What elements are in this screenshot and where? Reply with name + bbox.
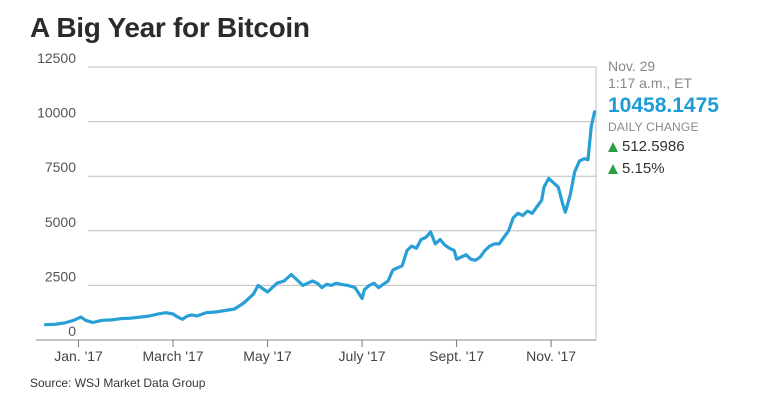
- x-tick-label: March '17: [143, 348, 204, 364]
- y-tick-label: 0: [68, 323, 76, 339]
- series-line-bitcoin: [46, 112, 595, 325]
- x-tick-label: May '17: [243, 348, 292, 364]
- quote-date: Nov. 29: [608, 58, 719, 75]
- up-arrow-icon: [608, 164, 618, 174]
- series-layer: [46, 112, 595, 325]
- x-axis-ticks: Jan. '17 March '17 May '17 July '17 Sept. '1…: [54, 340, 576, 364]
- x-tick-label: Jan. '17: [54, 348, 103, 364]
- y-tick-label: 5000: [45, 214, 76, 230]
- daily-change-percent-value: 5.15%: [622, 160, 665, 178]
- y-axis-ticks: 0 2500 5000 7500 10000 12500: [37, 50, 76, 339]
- x-tick-label: Sept. '17: [429, 348, 484, 364]
- y-tick-label: 12500: [37, 50, 76, 66]
- daily-change-absolute-value: 512.5986: [622, 138, 685, 156]
- up-arrow-icon: [608, 142, 618, 152]
- y-tick-label: 7500: [45, 159, 76, 175]
- price-info-panel: Nov. 29 1:17 a.m., ET 10458.1475 DAILY C…: [608, 58, 719, 178]
- gridlines: [36, 67, 596, 340]
- x-tick-label: July '17: [339, 348, 386, 364]
- y-tick-label: 10000: [37, 105, 76, 121]
- daily-change-percent: 5.15%: [608, 160, 719, 178]
- x-tick-label: Nov. '17: [526, 348, 576, 364]
- source-note: Source: WSJ Market Data Group: [30, 376, 205, 390]
- current-price: 10458.1475: [608, 93, 719, 118]
- daily-change-label: DAILY CHANGE: [608, 120, 719, 134]
- y-tick-label: 2500: [45, 268, 76, 284]
- quote-time: 1:17 a.m., ET: [608, 75, 719, 92]
- daily-change-absolute: 512.5986: [608, 138, 719, 156]
